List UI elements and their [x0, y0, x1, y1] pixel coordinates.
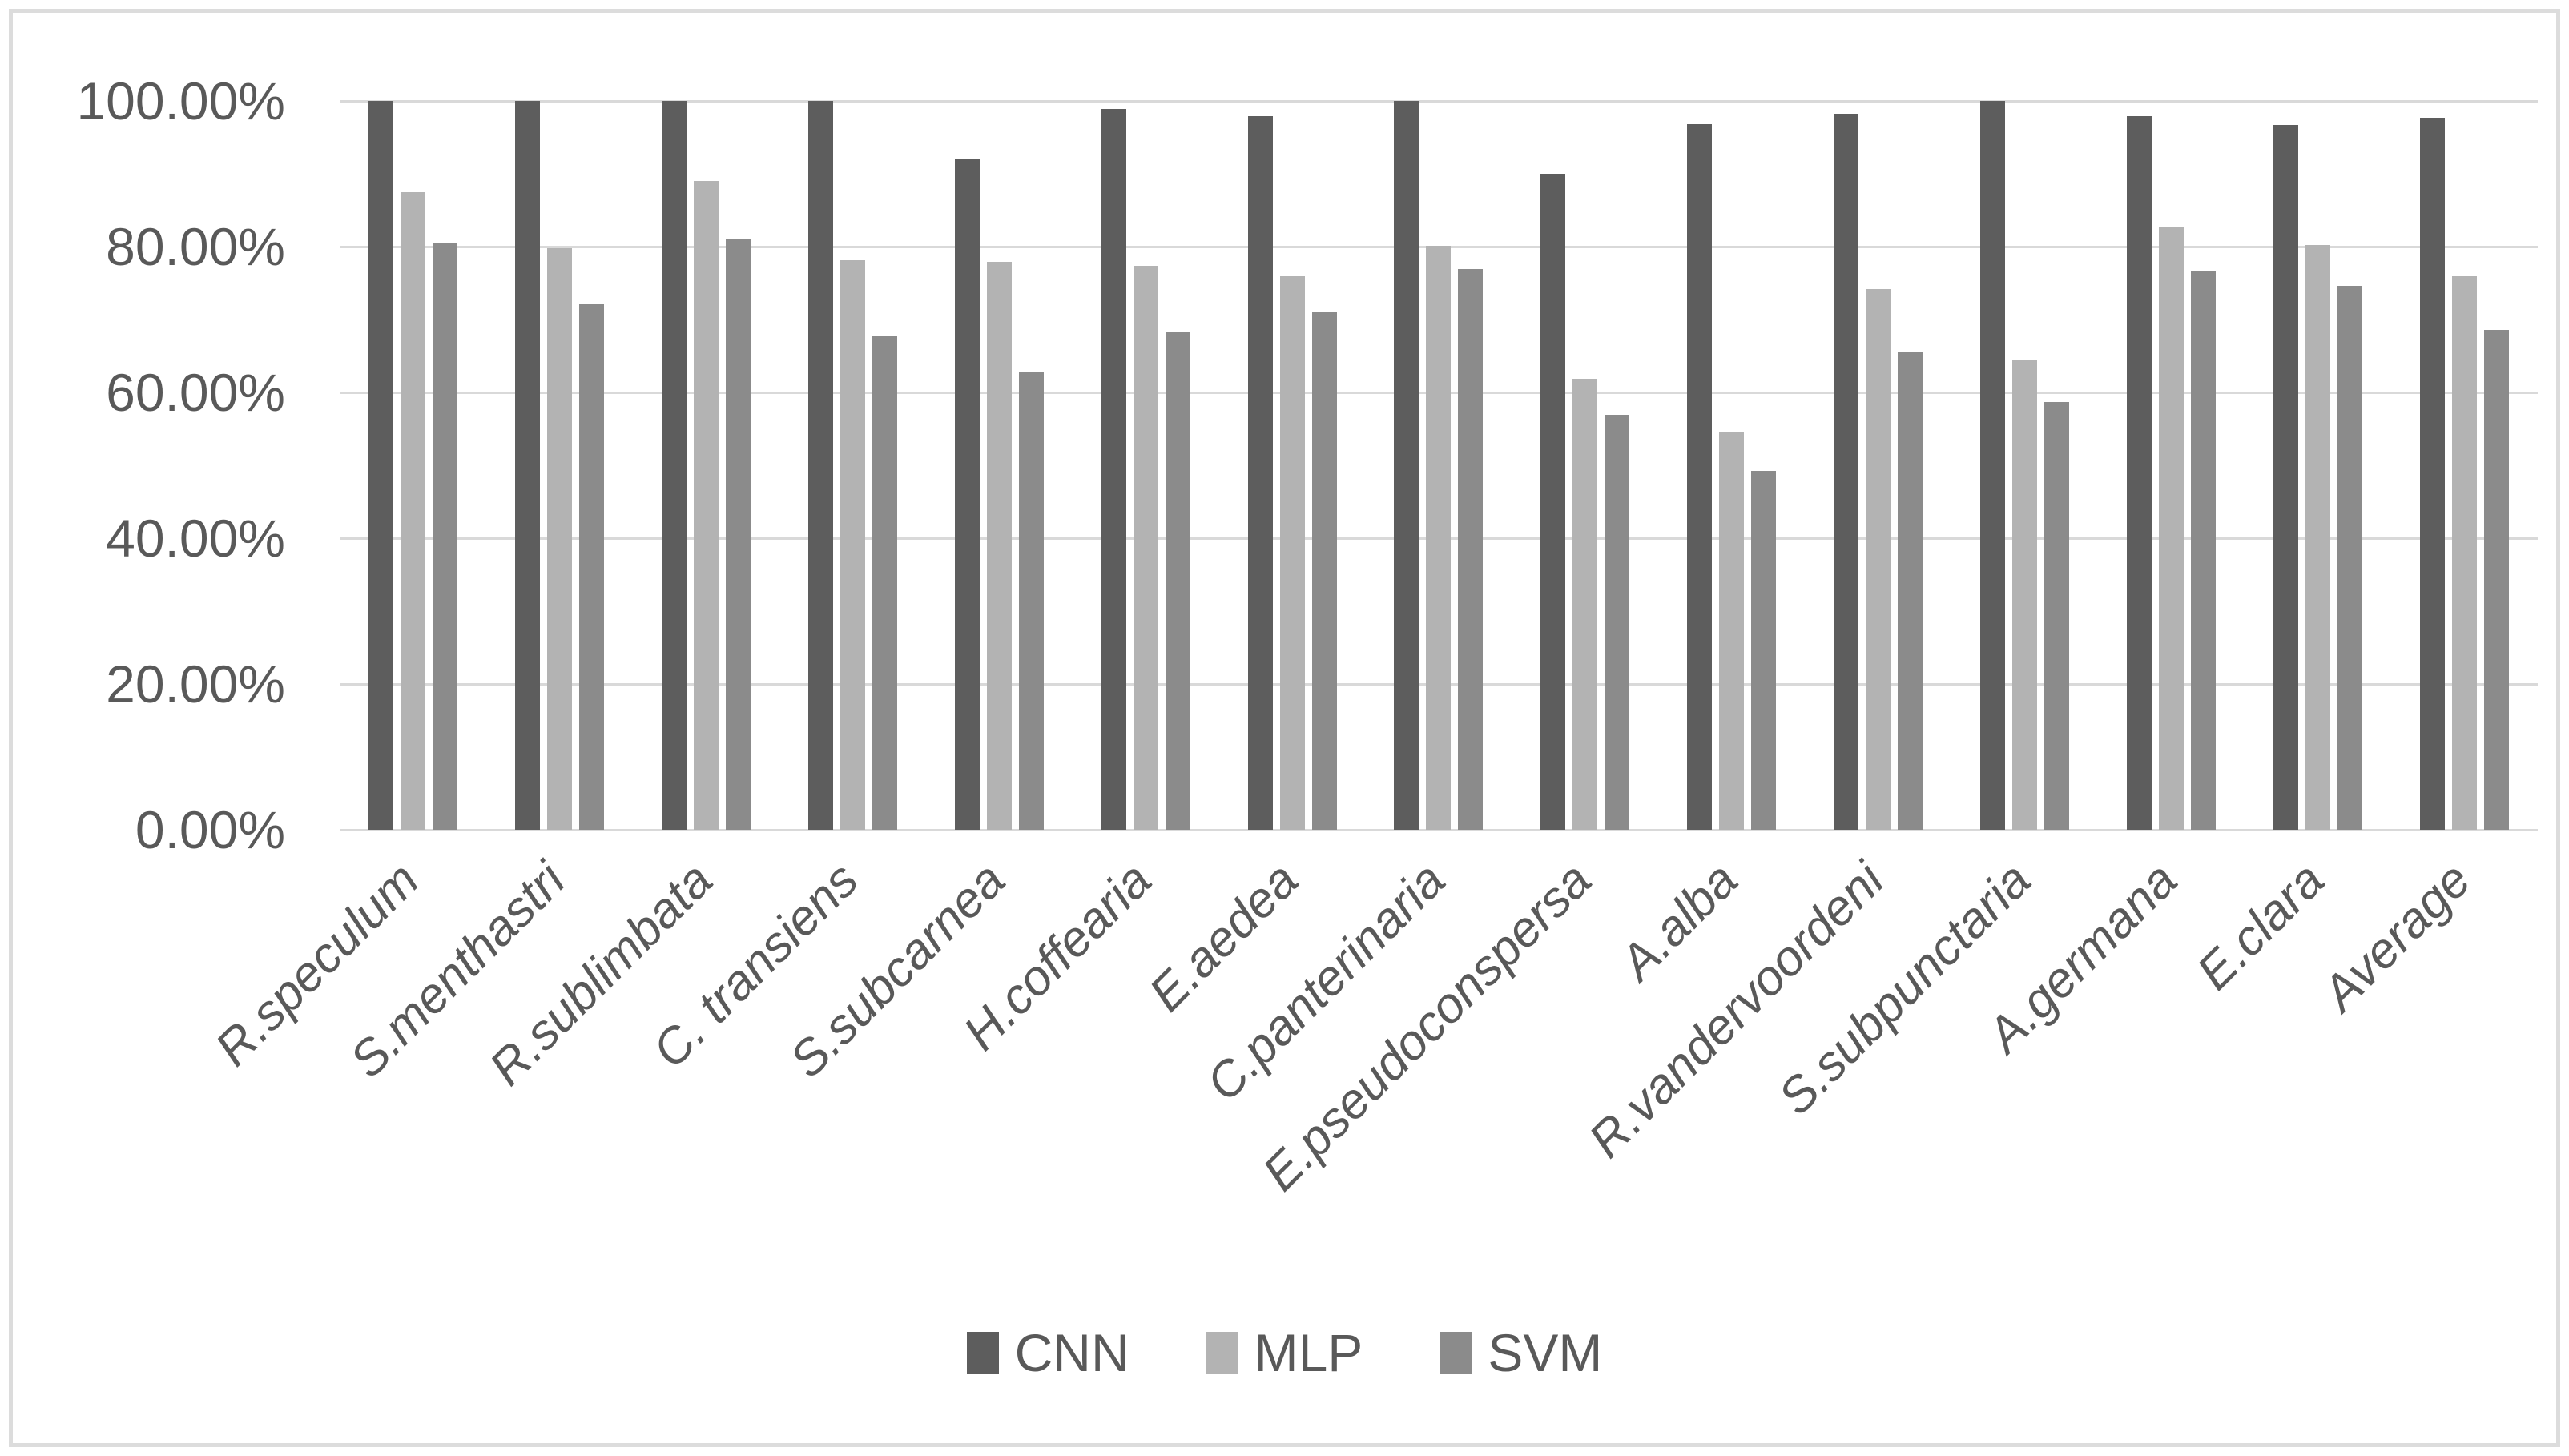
x-axis-label: S.subpunctaria [1768, 852, 2042, 1126]
bar-CNN-Average [2420, 117, 2446, 830]
y-tick-label: 60.00% [106, 363, 285, 422]
bar-SVM-S.subcarnea [1018, 371, 1044, 830]
bar-MLP-H.coffearia [1133, 265, 1158, 830]
bar-MLP-A.alba [1719, 432, 1745, 830]
bar-group-H.coffearia [1073, 101, 1219, 830]
chart-border-frame: 0.00% 20.00% 40.00% 60.00% 80.00% 100.00% R.sp… [9, 9, 2560, 1447]
bar-SVM-S.subpunctaria [2044, 401, 2070, 830]
legend-item-MLP: MLP [1206, 1326, 1363, 1379]
bar-SVM-R.vandervoordeni [1898, 352, 1923, 830]
bar-SVM-C.panterinaria [1458, 269, 1484, 830]
bar-group-R.sublimbata [633, 101, 779, 830]
bar-MLP-Average [2452, 276, 2478, 830]
legend: CNN MLP SVM [13, 1326, 2556, 1379]
x-axis-label: E.clara [2186, 852, 2335, 1001]
bar-group-S.subcarnea [926, 101, 1073, 830]
bar-CNN-A.alba [1687, 124, 1713, 830]
bar-SVM-C. transiens [872, 336, 897, 830]
bar-MLP-E.pseudoconspersa [1572, 378, 1598, 830]
bar-group-Average [2391, 101, 2538, 830]
bar-SVM-E.pseudoconspersa [1605, 415, 1630, 830]
bar-MLP-S.subcarnea [986, 262, 1012, 830]
x-axis-label: A.alba [1609, 852, 1749, 991]
y-tick-label: 100.00% [76, 71, 285, 131]
bar-MLP-E.aedea [1279, 275, 1305, 830]
bar-MLP-S.menthastri [546, 247, 572, 830]
bar-MLP-R.sublimbata [693, 181, 719, 830]
legend-item-SVM: SVM [1440, 1326, 1602, 1379]
bar-SVM-E.clara [2337, 286, 2363, 830]
bar-CNN-S.menthastri [514, 101, 540, 830]
bar-SVM-A.alba [1751, 471, 1777, 830]
bar-CNN-R.speculum [368, 101, 393, 830]
bar-SVM-S.menthastri [578, 303, 604, 830]
bar-CNN-A.germana [2127, 116, 2152, 830]
legend-swatch-MLP [1206, 1332, 1238, 1374]
y-tick-label: 80.00% [106, 217, 285, 276]
legend-swatch-SVM [1440, 1332, 1472, 1374]
bar-group-E.aedea [1219, 101, 1366, 830]
bar-CNN-S.subcarnea [954, 158, 980, 830]
bar-SVM-H.coffearia [1165, 331, 1190, 830]
bar-CNN-C. transiens [807, 101, 833, 830]
legend-swatch-CNN [966, 1332, 999, 1374]
bar-group-A.germana [2098, 101, 2245, 830]
bar-MLP-C. transiens [840, 260, 865, 830]
bar-group-S.subpunctaria [1951, 101, 2098, 830]
bar-CNN-E.aedea [1247, 116, 1273, 830]
bar-CNN-C.panterinaria [1394, 101, 1419, 830]
bar-group-R.speculum [340, 101, 486, 830]
bar-MLP-C.panterinaria [1426, 246, 1452, 830]
bar-group-C.panterinaria [1366, 101, 1512, 830]
bar-CNN-E.clara [2273, 125, 2299, 830]
plot-area: 0.00% 20.00% 40.00% 60.00% 80.00% 100.00% R.sp… [13, 13, 2556, 1443]
bar-SVM-E.aedea [1311, 312, 1337, 830]
bar-group-A.alba [1658, 101, 1805, 830]
bar-SVM-A.germana [2191, 271, 2217, 830]
bar-group-C. transiens [779, 101, 926, 830]
y-tick-label: 0.00% [135, 800, 285, 859]
bar-CNN-S.subpunctaria [1980, 101, 2006, 830]
gridline-0 [340, 829, 2538, 831]
gridline-100 [340, 100, 2538, 103]
bar-group-R.vandervoordeni [1805, 101, 1951, 830]
bar-MLP-R.vandervoordeni [1866, 288, 1891, 830]
bar-CNN-E.pseudoconspersa [1540, 174, 1566, 830]
legend-label: CNN [1014, 1323, 1129, 1382]
bar-CNN-H.coffearia [1101, 109, 1126, 830]
bar-group-E.clara [2245, 101, 2391, 830]
legend-label: MLP [1254, 1323, 1363, 1382]
bar-SVM-R.sublimbata [725, 239, 751, 830]
bar-MLP-E.clara [2305, 245, 2331, 830]
bar-SVM-Average [2484, 329, 2510, 830]
legend-label: SVM [1488, 1323, 1603, 1382]
bar-SVM-R.speculum [432, 243, 457, 830]
bar-group-E.pseudoconspersa [1512, 101, 1658, 830]
bar-CNN-R.vandervoordeni [1834, 114, 1859, 830]
legend-item-CNN: CNN [966, 1323, 1129, 1382]
y-tick-label: 20.00% [106, 654, 285, 714]
bar-MLP-R.speculum [400, 191, 425, 830]
x-axis-label: Average [2312, 852, 2482, 1022]
y-tick-label: 40.00% [106, 509, 285, 568]
bar-group-S.menthastri [486, 101, 633, 830]
bar-CNN-R.sublimbata [661, 101, 687, 830]
bar-MLP-A.germana [2159, 227, 2184, 830]
bar-MLP-S.subpunctaria [2012, 360, 2038, 830]
